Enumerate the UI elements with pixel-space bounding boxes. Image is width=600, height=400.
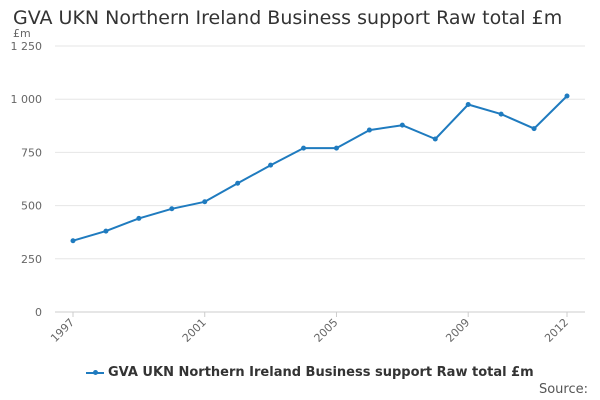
data-point	[70, 238, 76, 244]
y-tick-label: 750	[21, 146, 42, 159]
data-point	[136, 215, 142, 221]
x-tick-label: 2001	[180, 316, 209, 345]
data-point	[432, 136, 438, 142]
data-point	[531, 126, 537, 132]
data-point	[235, 180, 241, 186]
data-point	[465, 102, 471, 108]
legend-label: GVA UKN Northern Ireland Business suppor…	[108, 365, 534, 380]
data-point	[366, 127, 372, 133]
data-point	[399, 122, 405, 128]
data-point	[333, 145, 339, 151]
y-tick-label: 250	[21, 253, 42, 266]
x-tick-label: 2012	[542, 316, 571, 345]
y-tick-label: 500	[21, 200, 42, 213]
legend[interactable]: GVA UKN Northern Ireland Business suppor…	[86, 365, 534, 380]
chart-title: GVA UKN Northern Ireland Business suppor…	[13, 7, 563, 29]
y-tick-label: 0	[35, 306, 42, 319]
y-axis-label: £m	[13, 27, 31, 40]
x-tick-label: 2009	[443, 316, 472, 345]
data-point	[202, 199, 208, 205]
data-point	[103, 228, 109, 234]
y-tick-label: 1 000	[11, 93, 43, 106]
x-tick-label: 1997	[48, 316, 77, 345]
data-point	[498, 111, 504, 117]
data-point	[169, 206, 175, 212]
x-tick-label: 2005	[312, 316, 341, 345]
legend-swatch	[86, 368, 104, 378]
y-tick-label: 1 250	[11, 40, 43, 53]
data-point	[301, 145, 307, 151]
data-point	[268, 162, 274, 168]
series-line	[72, 95, 568, 242]
data-point	[564, 93, 570, 99]
source-label: Source:	[538, 382, 588, 397]
